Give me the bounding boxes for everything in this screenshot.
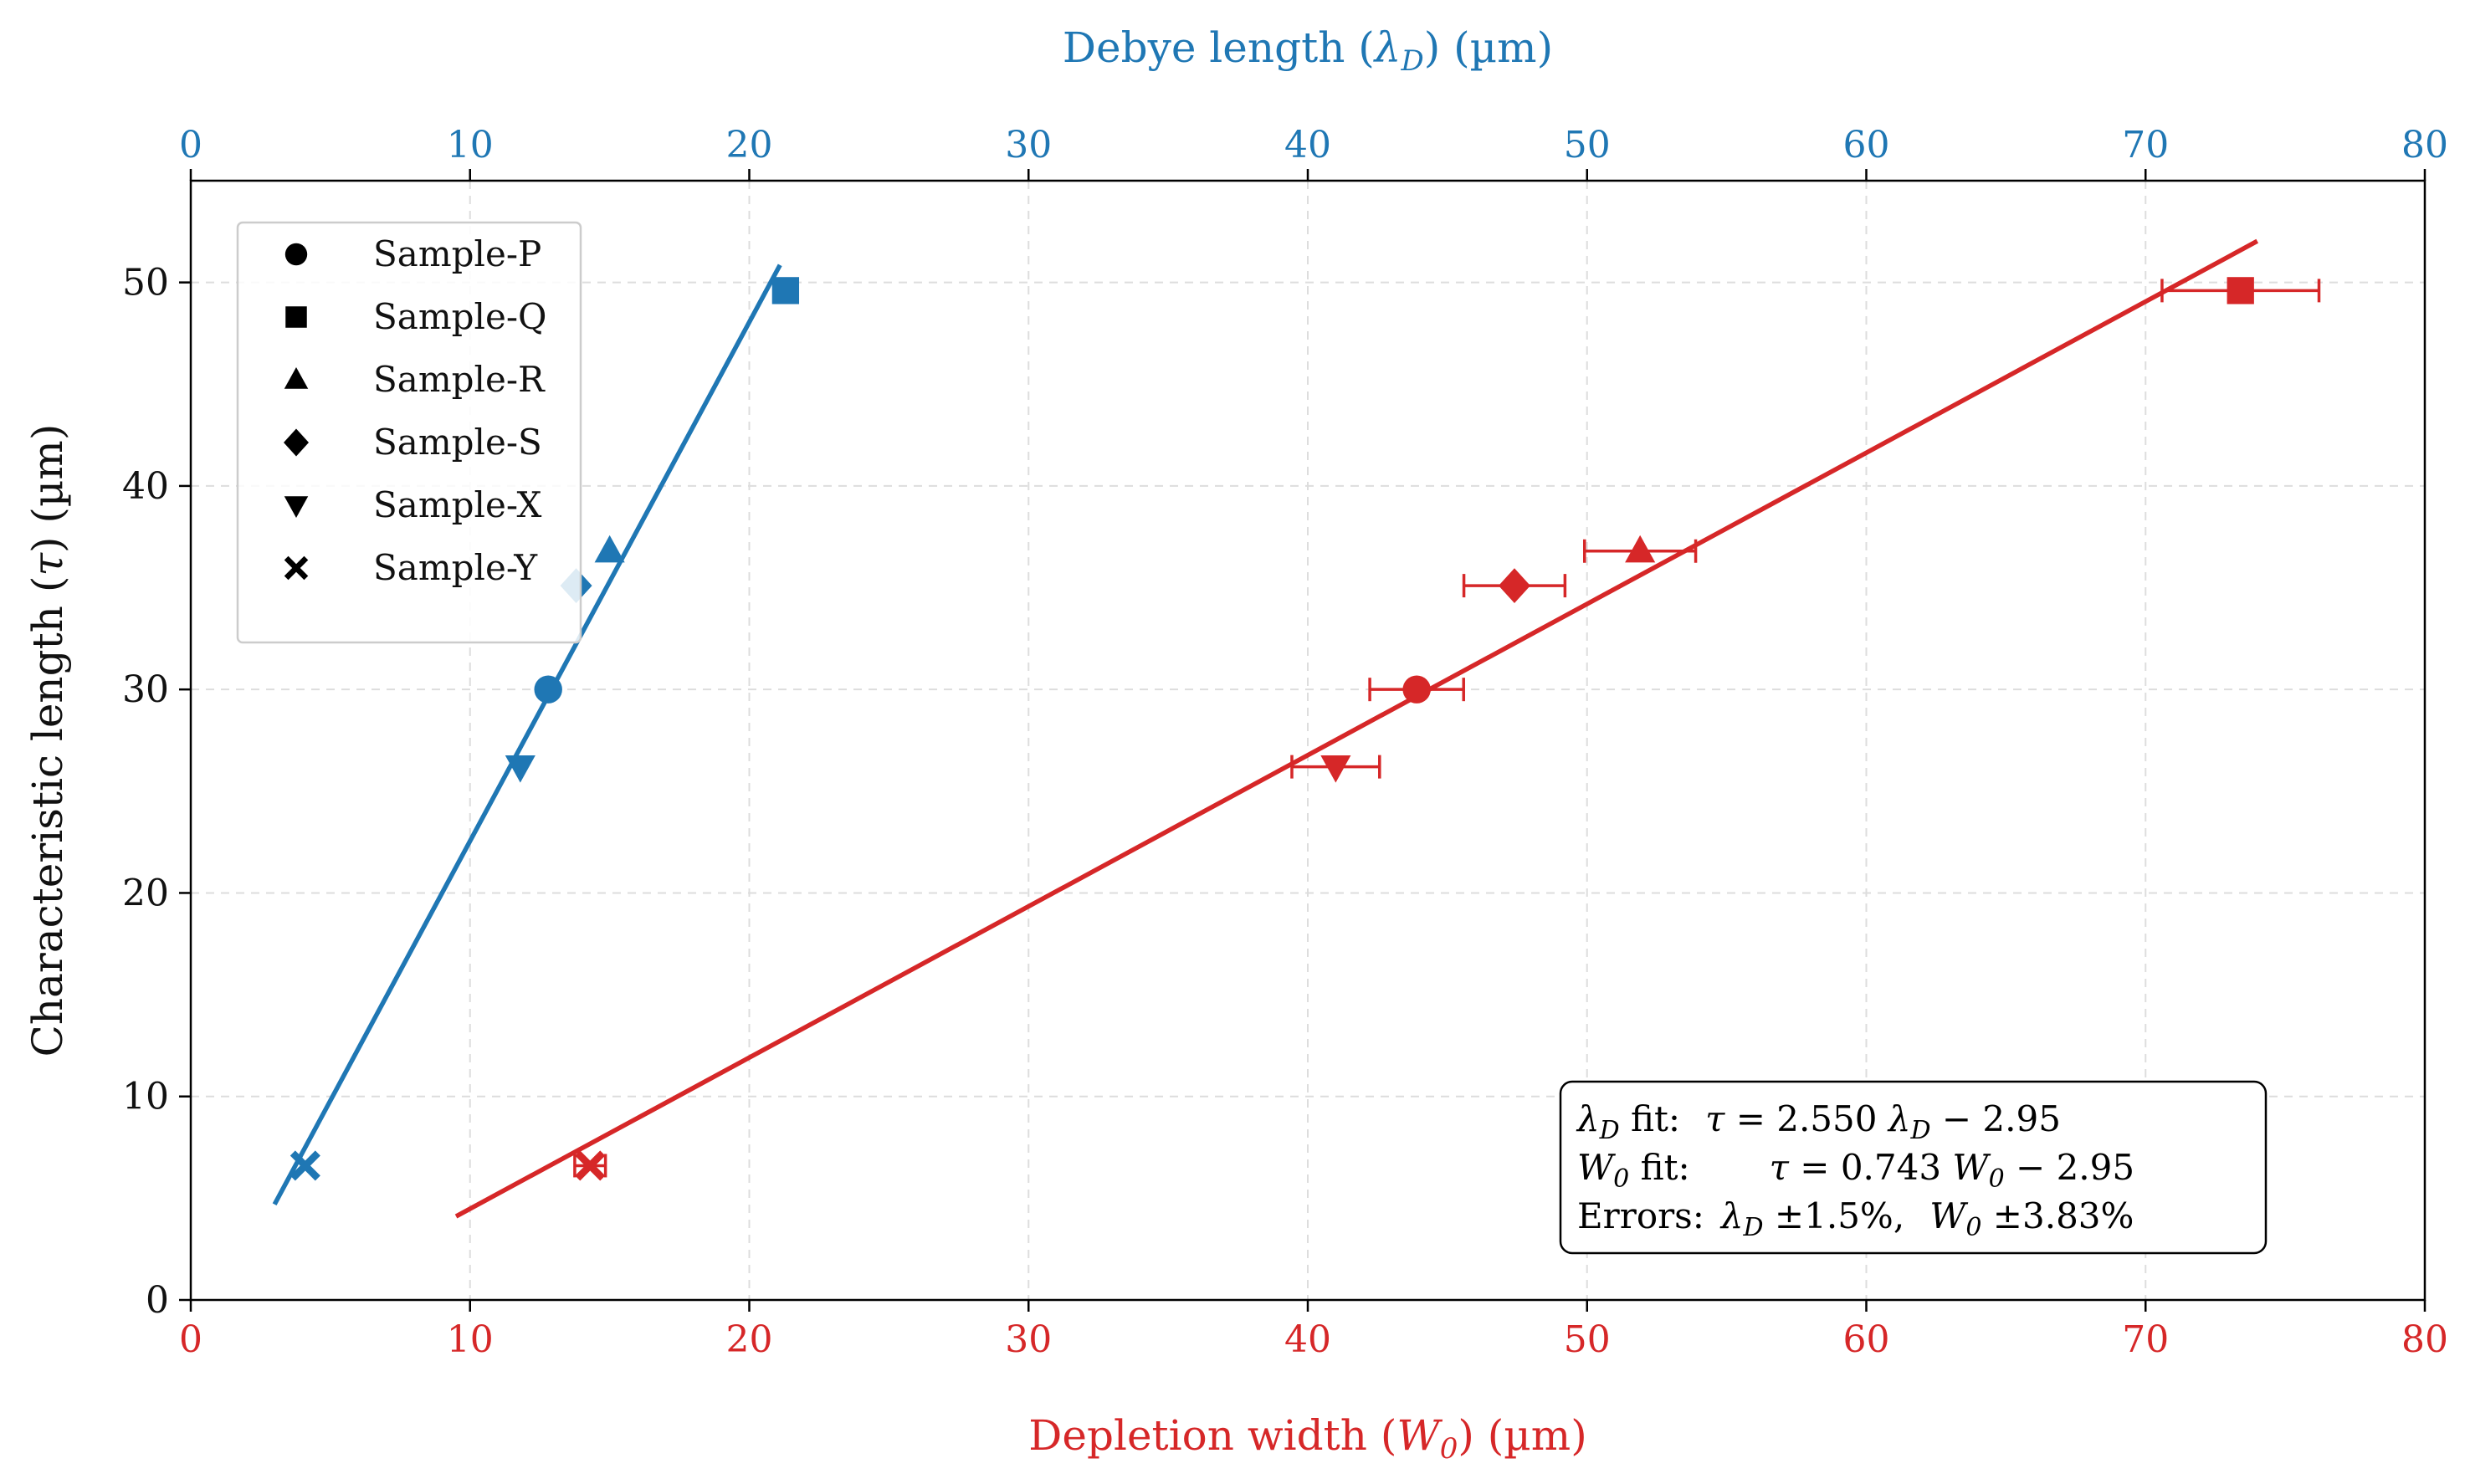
legend-box [236, 221, 582, 644]
legend-marker-sample-x [284, 496, 309, 518]
data-markers [290, 277, 2254, 1181]
y-tick-label-0: 0 [146, 1279, 169, 1322]
y-tick-label-20: 20 [122, 872, 169, 914]
fit-line-lambda [272, 264, 782, 1205]
x-bottom-tick-label-80: 80 [2401, 1318, 2448, 1361]
x-bottom-tick-label-60: 60 [1843, 1318, 1890, 1361]
legend-marker-sample-y [284, 555, 309, 581]
legend-label-sample-s: Sample-S [373, 422, 542, 463]
x-top-tick-label-50: 50 [1564, 124, 1611, 166]
point-w0-sample-q [2227, 277, 2254, 304]
legend: Sample-P Sample-Q Sample-R Sample-S Sample-X… [236, 221, 582, 644]
point-w0-sample-p [1402, 675, 1431, 704]
annotation-line-w0-fit: W0 fit: τ = 0.743 W0 − 2.95 [1577, 1147, 2134, 1194]
point-w0-sample-x [1320, 755, 1351, 783]
point-lambda-sample-y [290, 1150, 320, 1181]
legend-label-sample-p: Sample-P [373, 233, 541, 274]
fit-line-w0 [454, 238, 2259, 1219]
y-axis-ticks: 0 10 20 30 40 50 [122, 262, 191, 1322]
x-bottom-axis-title: Depletion width (W0) (µm) [1028, 1411, 1586, 1466]
legend-marker-sample-p [284, 243, 308, 266]
x-top-tick-label-10: 10 [447, 124, 494, 166]
x-top-tick-label-0: 0 [179, 124, 202, 166]
x-top-tick-label-40: 40 [1284, 124, 1331, 166]
y-tick-label-40: 40 [122, 465, 169, 508]
x-top-axis-ticks: 0 10 20 30 40 50 60 70 80 [179, 124, 2448, 181]
legend-label-sample-q: Sample-Q [373, 296, 546, 337]
point-lambda-sample-x [505, 755, 536, 783]
x-top-axis-title: Debye length (λD) (µm) [1063, 23, 1553, 78]
y-tick-label-30: 30 [122, 668, 169, 711]
x-bottom-tick-label-30: 30 [1005, 1318, 1052, 1361]
legend-label-sample-r: Sample-R [373, 359, 546, 400]
legend-marker-sample-r [284, 367, 309, 389]
x-bottom-tick-label-70: 70 [2122, 1318, 2169, 1361]
annotation-line-errors: Errors: λD ±1.5%, W0 ±3.83% [1577, 1195, 2134, 1242]
fit-lines [272, 238, 2259, 1219]
grid [191, 181, 2425, 1300]
legend-marker-sample-q [285, 306, 307, 328]
point-lambda-sample-r [594, 535, 625, 563]
point-w0-sample-y [575, 1150, 606, 1181]
x-bottom-tick-label-50: 50 [1564, 1318, 1611, 1361]
x-bottom-tick-label-20: 20 [726, 1318, 773, 1361]
annotation-line-lambda-fit: λD fit: τ = 2.550 λD − 2.95 [1576, 1098, 2061, 1145]
x-top-tick-label-30: 30 [1005, 124, 1052, 166]
y-axis-title: Characteristic length (τ) (µm) [23, 424, 72, 1057]
y-tick-label-10: 10 [122, 1076, 169, 1118]
fit-annotation-box: λD fit: τ = 2.550 λD − 2.95 W0 fit: τ = 0.… [1559, 1080, 2268, 1255]
point-lambda-sample-p [534, 675, 562, 704]
x-bottom-tick-label-10: 10 [447, 1318, 494, 1361]
x-top-tick-label-20: 20 [726, 124, 773, 166]
error-bars [573, 279, 2321, 1178]
point-w0-sample-s [1498, 568, 1530, 604]
y-tick-label-50: 50 [122, 262, 169, 304]
legend-label-sample-y: Sample-Y [373, 547, 538, 588]
point-w0-sample-r [1625, 535, 1656, 563]
x-bottom-tick-label-0: 0 [179, 1318, 202, 1361]
x-top-tick-label-70: 70 [2122, 124, 2169, 166]
legend-marker-sample-s [284, 428, 309, 457]
legend-label-sample-x: Sample-X [373, 484, 542, 525]
point-lambda-sample-q [771, 277, 800, 304]
annotation-frame [1559, 1080, 2268, 1255]
x-top-tick-label-80: 80 [2401, 124, 2448, 166]
x-top-tick-label-60: 60 [1843, 124, 1890, 166]
x-bottom-axis-ticks: 0 10 20 30 40 50 60 70 80 [179, 1300, 2448, 1361]
x-bottom-tick-label-40: 40 [1284, 1318, 1331, 1361]
